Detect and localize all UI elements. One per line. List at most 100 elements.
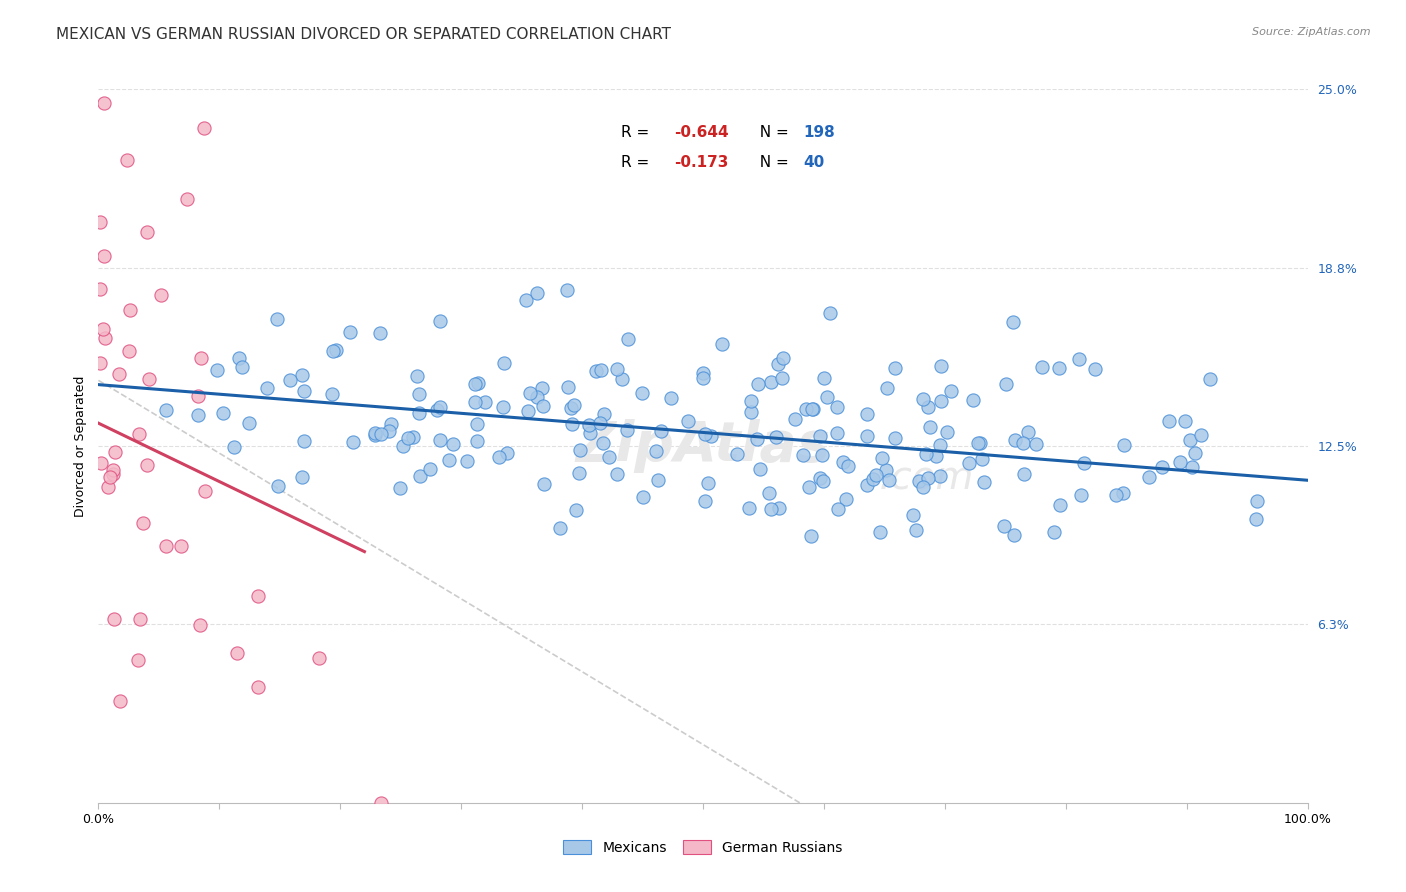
Point [875, 463, 897, 477]
Point [593, 407, 616, 421]
Point [104, 445, 127, 459]
Point [1199, 372, 1222, 386]
Point [904, 523, 927, 537]
Point [1159, 414, 1181, 428]
Point [409, 468, 432, 483]
Point [856, 429, 879, 443]
Text: .com: .com [879, 459, 974, 497]
Point [136, 226, 159, 240]
Point [695, 494, 717, 508]
Point [266, 479, 288, 493]
Point [98, 470, 121, 484]
Point [138, 372, 160, 386]
Point [883, 361, 905, 376]
Point [492, 400, 515, 414]
Point [929, 393, 952, 408]
Point [759, 501, 782, 516]
Point [768, 500, 790, 515]
Point [91, 321, 114, 335]
Point [606, 362, 628, 376]
Point [565, 503, 588, 517]
Point [633, 490, 655, 504]
Point [93, 248, 115, 262]
Point [650, 424, 672, 438]
Point [308, 650, 330, 665]
Text: ZipAtlas: ZipAtlas [575, 419, 831, 473]
Point [1002, 528, 1025, 542]
Point [526, 286, 548, 301]
Point [426, 403, 449, 417]
Point [825, 400, 848, 414]
Point [725, 447, 748, 461]
Text: 40: 40 [804, 155, 825, 170]
Point [1246, 494, 1268, 508]
Point [474, 395, 496, 409]
Point [170, 539, 193, 553]
Point [402, 430, 425, 444]
Point [325, 343, 347, 357]
Point [928, 438, 950, 452]
Point [278, 373, 301, 387]
Point [132, 516, 155, 530]
Point [617, 332, 640, 346]
Point [616, 423, 638, 437]
Point [188, 618, 211, 632]
Point [1150, 460, 1173, 475]
Point [1184, 446, 1206, 460]
Point [155, 403, 177, 417]
Point [368, 326, 391, 340]
Point [291, 470, 314, 484]
Point [1084, 361, 1107, 376]
Point [194, 483, 217, 498]
Point [247, 681, 270, 695]
Point [1049, 498, 1071, 512]
Point [238, 416, 260, 430]
Point [647, 473, 669, 487]
Point [800, 528, 823, 542]
Point [364, 426, 387, 441]
Point [592, 436, 614, 450]
Point [589, 362, 612, 376]
Point [928, 468, 950, 483]
Point [865, 467, 887, 482]
Point [876, 381, 898, 395]
Point [749, 462, 772, 476]
Point [1017, 425, 1039, 439]
Point [419, 461, 441, 475]
Point [1004, 434, 1026, 448]
Point [1011, 435, 1033, 450]
Point [915, 447, 938, 461]
Text: 198: 198 [804, 125, 835, 139]
Point [1031, 359, 1053, 374]
Point [1002, 315, 1025, 329]
Point [1189, 428, 1212, 442]
Point [1014, 467, 1036, 481]
Point [1112, 485, 1135, 500]
Point [631, 385, 654, 400]
Point [941, 384, 963, 398]
Point [710, 336, 733, 351]
Point [827, 501, 849, 516]
Point [531, 399, 554, 413]
Point [1070, 487, 1092, 501]
Point [740, 394, 762, 409]
Point [176, 192, 198, 206]
Point [128, 612, 150, 626]
Point [929, 359, 952, 373]
Point [659, 391, 682, 405]
Point [342, 435, 364, 450]
Point [370, 796, 392, 810]
Point [398, 432, 420, 446]
Point [456, 454, 478, 468]
Point [256, 381, 278, 395]
Point [785, 412, 807, 426]
Point [770, 370, 793, 384]
Point [212, 406, 235, 420]
Point [128, 427, 150, 442]
Point [765, 430, 787, 444]
Text: -0.644: -0.644 [675, 125, 730, 139]
Point [531, 381, 554, 395]
Point [813, 370, 835, 384]
Point [820, 306, 842, 320]
Point [645, 444, 668, 458]
